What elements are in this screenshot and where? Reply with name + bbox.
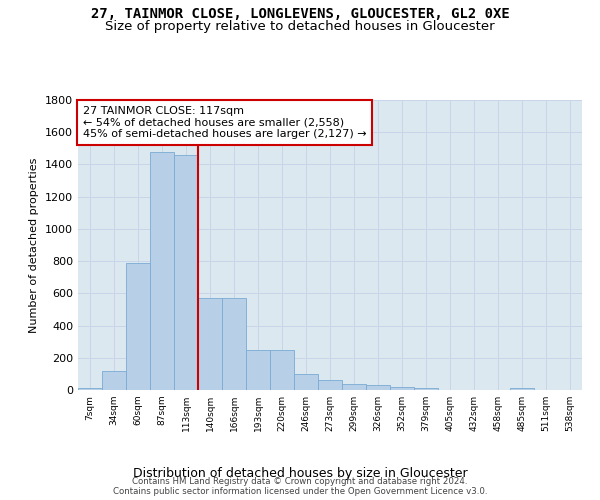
Y-axis label: Number of detached properties: Number of detached properties (29, 158, 40, 332)
Bar (294, 374, 318, 390)
Bar (126, 262, 150, 390)
Text: Size of property relative to detached houses in Gloucester: Size of property relative to detached ho… (105, 20, 495, 33)
Bar (366, 385, 390, 390)
Bar (246, 350, 270, 390)
Bar (174, 155, 198, 390)
Bar (150, 152, 174, 390)
Bar (390, 387, 414, 390)
Bar (78, 388, 102, 390)
Bar (342, 384, 366, 390)
Bar (198, 298, 222, 390)
Text: Distribution of detached houses by size in Gloucester: Distribution of detached houses by size … (133, 468, 467, 480)
Bar (102, 370, 126, 390)
Bar (318, 380, 342, 390)
Text: Contains HM Land Registry data © Crown copyright and database right 2024.
Contai: Contains HM Land Registry data © Crown c… (113, 476, 487, 496)
Text: 27, TAINMOR CLOSE, LONGLEVENS, GLOUCESTER, GL2 0XE: 27, TAINMOR CLOSE, LONGLEVENS, GLOUCESTE… (91, 8, 509, 22)
Bar (510, 388, 534, 390)
Bar (222, 298, 246, 390)
Text: 27 TAINMOR CLOSE: 117sqm
← 54% of detached houses are smaller (2,558)
45% of sem: 27 TAINMOR CLOSE: 117sqm ← 54% of detach… (83, 106, 367, 139)
Bar (414, 388, 438, 390)
Bar (270, 350, 294, 390)
